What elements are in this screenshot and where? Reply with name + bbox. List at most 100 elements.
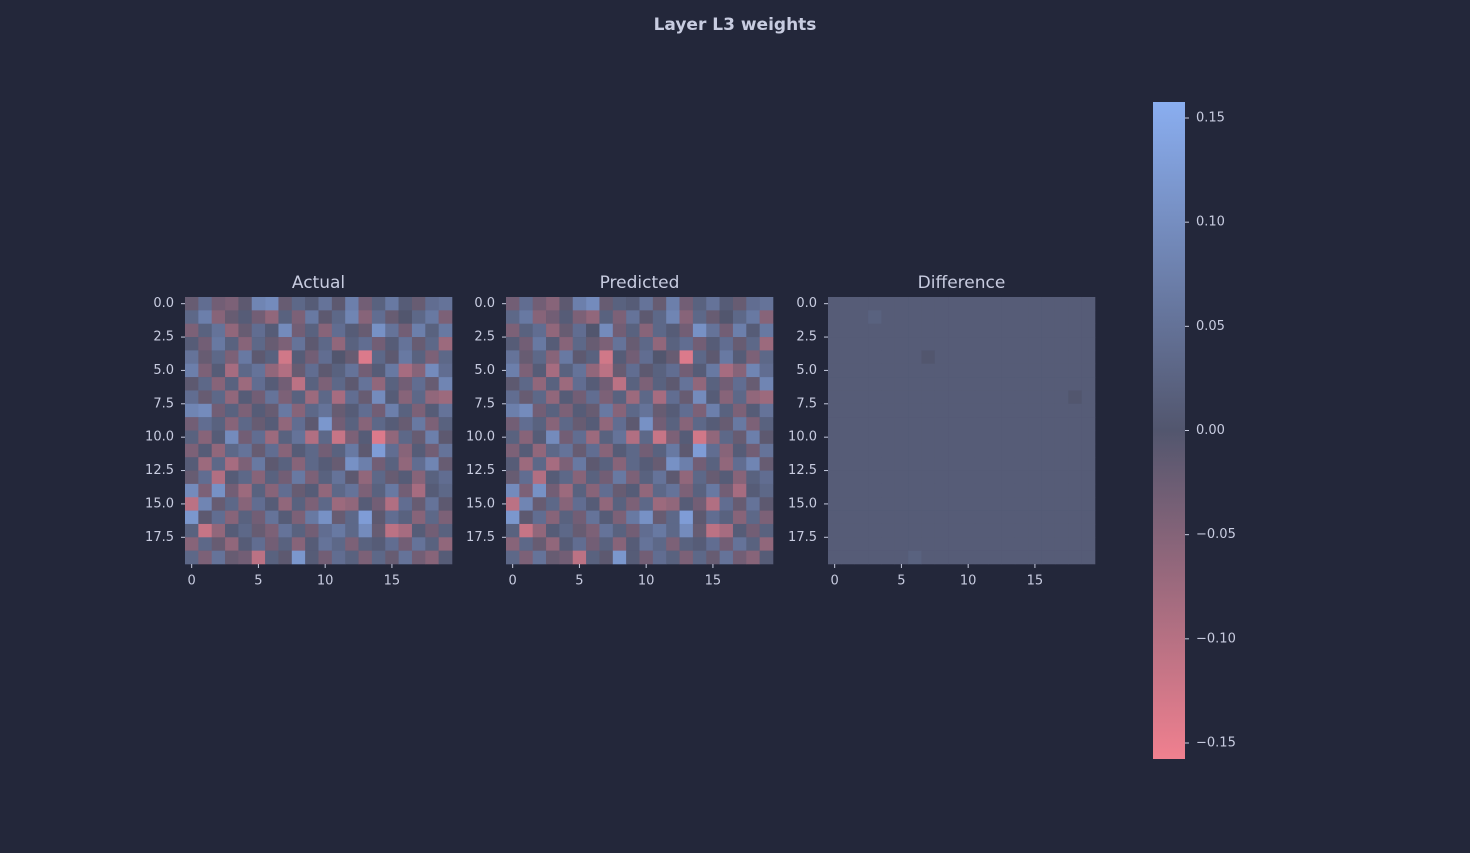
heatmap-cell <box>532 310 547 324</box>
heatmap-cell <box>278 550 293 565</box>
heatmap-cell <box>732 310 747 324</box>
heatmap-cell <box>438 403 453 418</box>
heatmap-cell <box>251 377 266 391</box>
heatmap-cell <box>546 417 560 431</box>
heatmap-cell <box>679 403 694 418</box>
heatmap-cell <box>706 537 720 551</box>
heatmap-cell <box>988 510 1002 525</box>
heatmap-cell <box>626 537 640 551</box>
heatmap-cell <box>732 510 747 525</box>
heatmap-cell <box>841 483 855 498</box>
colorbar-tick-label: 0.00 <box>1196 423 1225 438</box>
heatmap-cell <box>305 497 319 511</box>
heatmap-cell <box>652 297 667 311</box>
heatmap-cell <box>679 510 694 525</box>
heatmap-cell <box>974 497 989 511</box>
heatmap-cell <box>519 550 533 565</box>
heatmap-cell <box>639 297 654 311</box>
heatmap-cell <box>506 323 520 338</box>
heatmap-cell <box>211 310 226 324</box>
heatmap-cell <box>1028 390 1042 405</box>
heatmap-cell <box>908 523 922 538</box>
heatmap-cell <box>385 310 399 324</box>
heatmap-cell <box>1001 497 1016 511</box>
heatmap-cell <box>358 403 373 418</box>
heatmap-cell <box>238 550 253 565</box>
heatmap-cell <box>411 417 426 431</box>
heatmap-cell <box>652 470 667 485</box>
heatmap-cell <box>265 337 279 351</box>
heatmap-cell <box>828 457 842 471</box>
heatmap-cell <box>1014 403 1029 418</box>
heatmap-cell <box>746 430 760 445</box>
heatmap-cell <box>1028 363 1042 378</box>
heatmap-cell <box>1014 497 1029 511</box>
heatmap-cell <box>894 363 909 378</box>
heatmap-cell <box>278 323 293 338</box>
heatmap-cell <box>532 523 547 538</box>
heatmap-cell <box>639 550 654 565</box>
heatmap-cell <box>398 470 413 485</box>
heatmap-cell <box>706 403 720 418</box>
heatmap-cell <box>921 550 936 565</box>
heatmap-cell <box>1001 443 1016 458</box>
heatmap-cell <box>225 430 239 445</box>
heatmap-cell <box>1001 310 1016 324</box>
heatmap-cell <box>652 537 667 551</box>
heatmap-cell <box>934 497 949 511</box>
heatmap-cell <box>371 323 386 338</box>
heatmap-cell <box>1014 523 1029 538</box>
heatmap-cell <box>719 377 734 391</box>
heatmap-cell <box>828 363 842 378</box>
heatmap-cell <box>894 443 909 458</box>
heatmap-cell <box>934 417 949 431</box>
heatmap-cell <box>652 310 667 324</box>
heatmap-cell <box>948 350 962 365</box>
heatmap-cell <box>868 497 882 511</box>
heatmap-cell <box>854 417 869 431</box>
heatmap-cell <box>732 457 747 471</box>
heatmap-cell <box>988 403 1002 418</box>
heatmap-cell <box>185 323 199 338</box>
heatmap-cell <box>586 403 600 418</box>
heatmap-cell <box>759 337 774 351</box>
heatmap-cell <box>934 377 949 391</box>
heatmap-cell <box>746 537 760 551</box>
heatmap-cell <box>198 363 212 378</box>
heatmap-cell <box>679 417 694 431</box>
heatmap-cell <box>1028 323 1042 338</box>
heatmap-cell <box>1041 483 1056 498</box>
heatmap-cell <box>371 350 386 365</box>
heatmap-cell <box>1054 537 1069 551</box>
heatmap-cell <box>719 310 734 324</box>
heatmap-cell <box>291 430 306 445</box>
heatmap-cell <box>411 537 426 551</box>
heatmap-cell <box>679 377 694 391</box>
heatmap-cell <box>238 337 253 351</box>
heatmap-cell <box>532 390 547 405</box>
heatmap-cell <box>894 483 909 498</box>
heatmap-cell <box>746 310 760 324</box>
heatmap-cell <box>265 377 279 391</box>
heatmap-cell <box>318 537 333 551</box>
heatmap-cell <box>318 550 333 565</box>
heatmap-cell <box>692 497 707 511</box>
heatmap-cell <box>411 350 426 365</box>
heatmap-cell <box>961 497 976 511</box>
heatmap-cell <box>732 483 747 498</box>
heatmap-cell <box>974 523 989 538</box>
heatmap-cell <box>425 417 439 431</box>
heatmap-cell <box>599 310 614 324</box>
panel-title: Predicted <box>600 273 680 293</box>
heatmap-cell <box>1081 310 1096 324</box>
heatmap-cell <box>238 443 253 458</box>
heatmap-cell <box>211 430 226 445</box>
heatmap-cell <box>746 457 760 471</box>
heatmap-cell <box>291 470 306 485</box>
heatmap-cell <box>1041 497 1056 511</box>
heatmap-cell <box>305 390 319 405</box>
heatmap-cell <box>506 337 520 351</box>
heatmap-cell <box>706 297 720 311</box>
heatmap-cell <box>318 323 333 338</box>
